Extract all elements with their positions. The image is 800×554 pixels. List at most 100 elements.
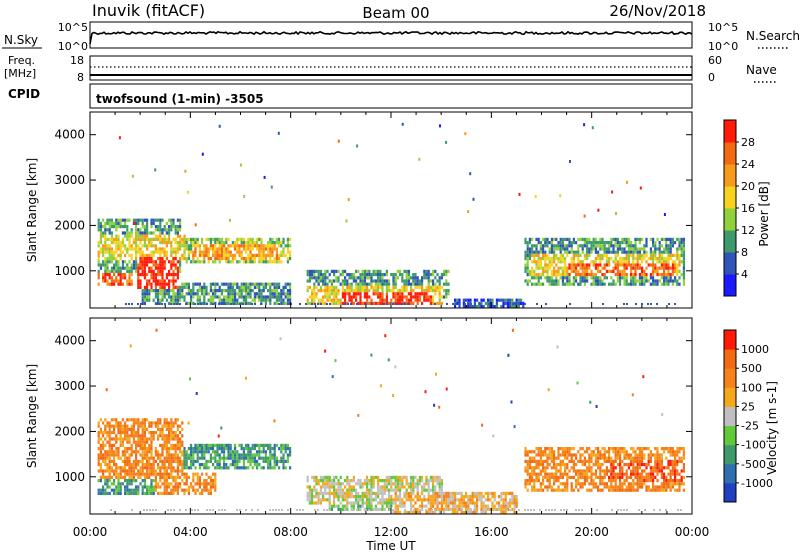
range-cell: [256, 253, 259, 257]
range-cell: [471, 491, 474, 495]
range-cell: [128, 282, 131, 286]
range-cell: [465, 298, 468, 302]
range-cell: [256, 292, 259, 296]
range-cell: [627, 282, 630, 286]
range-cell: [108, 421, 111, 425]
range-cell: [275, 456, 278, 460]
range-cell: [638, 273, 641, 277]
range-cell: [506, 501, 509, 505]
range-cell: [379, 295, 382, 299]
range-cell: [579, 237, 582, 241]
range-cell: [544, 269, 547, 273]
range-cell: [526, 482, 529, 486]
range-cell: [597, 450, 600, 454]
range-cell: [641, 269, 644, 273]
range-cell: [247, 285, 250, 289]
range-cell: [436, 504, 439, 508]
range-cell: [128, 479, 131, 483]
range-cell: [616, 253, 619, 257]
range-cell: [671, 260, 674, 264]
range-cell: [150, 266, 153, 270]
range-cell: [355, 501, 358, 505]
range-cell: [121, 437, 124, 441]
range-cell: [118, 136, 121, 140]
range-cell: [124, 244, 127, 248]
range-cell: [546, 269, 549, 273]
range-cell: [240, 241, 243, 245]
range-cell: [337, 276, 340, 280]
range-cell: [176, 475, 179, 479]
range-cell: [594, 447, 597, 451]
range-cell: [330, 292, 333, 296]
range-cell: [227, 244, 230, 248]
range-cell: [146, 218, 149, 222]
range-cell: [678, 269, 681, 273]
range-cell: [152, 298, 155, 302]
range-cell: [115, 276, 118, 280]
range-cell: [328, 498, 331, 502]
range-cell: [163, 266, 166, 270]
range-cell: [121, 459, 124, 463]
range-cell: [339, 301, 342, 305]
range-cell: [610, 447, 613, 451]
range-cell: [590, 241, 593, 245]
range-cell: [669, 244, 672, 248]
range-cell: [181, 450, 184, 454]
range-cell: [533, 479, 536, 483]
range-cell: [372, 498, 375, 502]
range-cell: [592, 244, 595, 248]
range-cell: [462, 305, 465, 309]
range-cell: [405, 276, 408, 280]
range-cell: [557, 279, 560, 283]
range-cell: [176, 482, 179, 486]
range-cell: [616, 273, 619, 277]
range-cell: [179, 269, 182, 273]
range-cell: [348, 276, 351, 280]
range-cell: [117, 437, 120, 441]
range-cell: [141, 469, 144, 473]
range-cell: [526, 257, 529, 261]
range-cell: [132, 431, 135, 435]
range-cell: [220, 450, 223, 454]
range-cell: [425, 511, 428, 515]
range-cell: [238, 237, 241, 241]
range-cell: [579, 469, 582, 473]
range-cell: [183, 298, 186, 302]
range-cell: [282, 285, 285, 289]
range-cell: [579, 482, 582, 486]
range-cell: [566, 463, 569, 467]
range-cell: [141, 231, 144, 235]
range-cell: [432, 279, 435, 283]
range-cell: [586, 253, 589, 257]
range-cell: [368, 269, 371, 273]
range-cell: [130, 244, 133, 248]
range-cell: [135, 231, 138, 235]
range-cell: [132, 479, 135, 483]
range-cell: [630, 276, 633, 280]
range-cell: [392, 511, 395, 515]
range-cell: [608, 485, 611, 489]
range-cell: [394, 279, 397, 283]
range-cell: [170, 303, 172, 305]
range-cell: [570, 466, 573, 470]
range-cell: [161, 231, 164, 235]
range-cell: [372, 289, 375, 293]
range-cell: [403, 289, 406, 293]
range-cell: [663, 237, 666, 241]
range-cell: [647, 279, 650, 283]
range-cell: [110, 247, 113, 251]
range-cell: [308, 295, 311, 299]
range-cell: [242, 289, 245, 293]
range-cell: [209, 241, 212, 245]
range-cell: [436, 285, 439, 289]
range-cell: [308, 285, 311, 289]
range-cell: [555, 269, 558, 273]
range-cell: [324, 295, 327, 299]
range-cell: [608, 269, 611, 273]
range-cell: [159, 266, 162, 270]
range-cell: [187, 282, 190, 286]
range-cell: [592, 453, 595, 457]
range-cell: [405, 482, 408, 486]
range-cell: [557, 260, 560, 264]
range-cell: [234, 253, 237, 257]
